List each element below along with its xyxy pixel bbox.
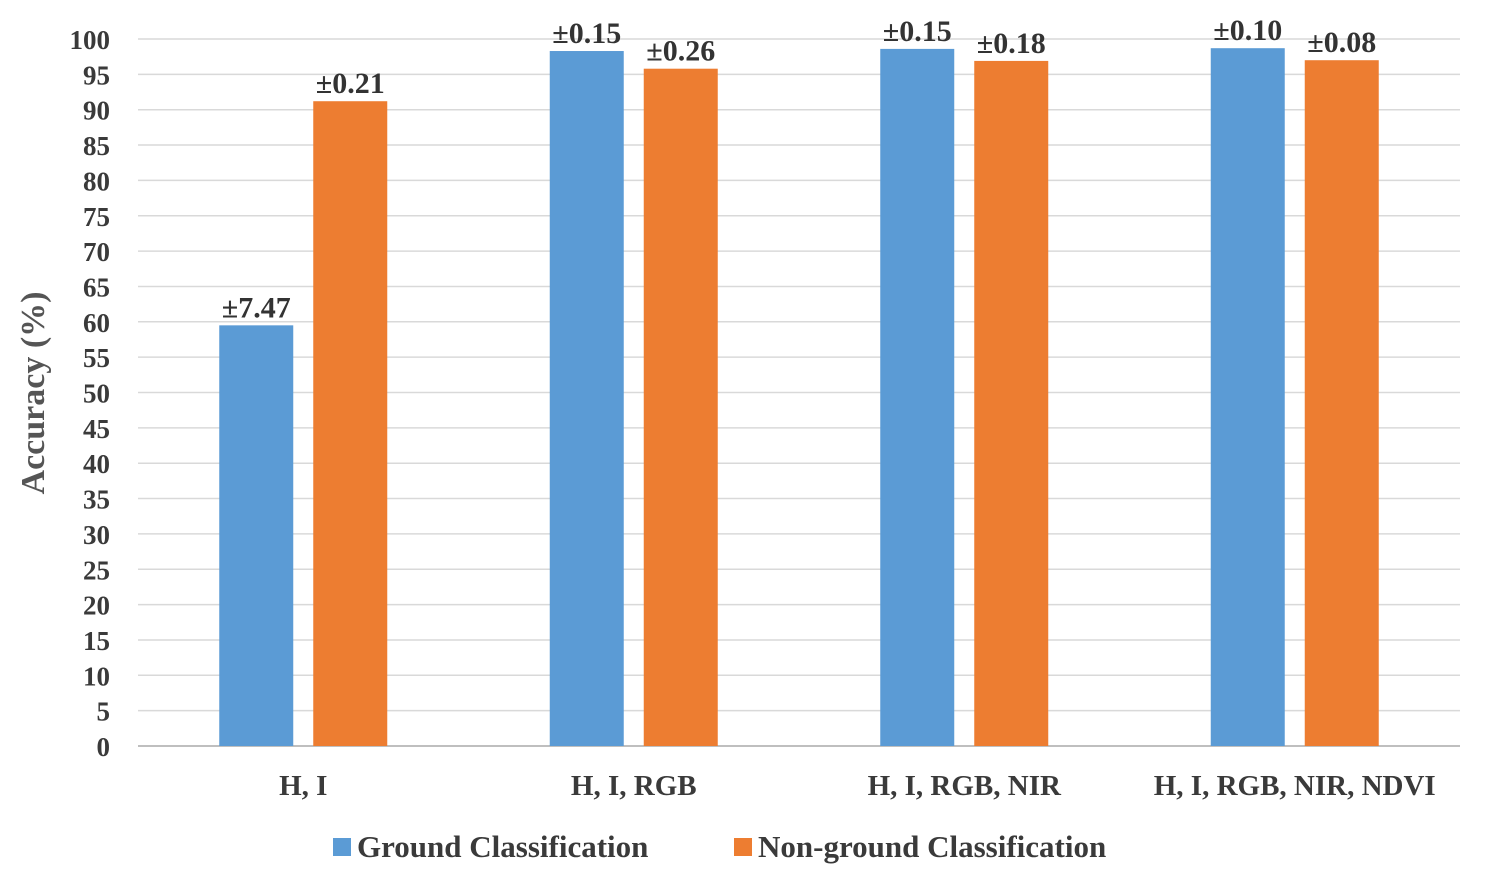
legend-label: Ground Classification [357, 829, 648, 864]
x-category-label: H, I, RGB, NIR [868, 770, 1062, 802]
error-label: ±0.08 [1307, 26, 1376, 59]
y-tick-label: 10 [83, 661, 110, 691]
legend-swatch [333, 838, 351, 856]
y-tick-label: 80 [83, 166, 110, 196]
error-label: ±7.47 [222, 291, 291, 324]
legend: Ground Classification Non-ground Classifi… [333, 829, 1106, 864]
bar-non-ground [313, 101, 388, 746]
y-tick-label: 50 [83, 379, 110, 409]
x-axis-categories: H, I H, I, RGB H, I, RGB, NIR H, I, RGB, NI… [279, 770, 1436, 802]
y-axis-ticks: 0 5 10 15 20 25 30 35 40 45 50 55 60 65 70 75 80 85 90 95 10… [70, 25, 111, 762]
y-tick-label: 25 [83, 555, 110, 585]
legend-label: Non-ground Classification [758, 829, 1106, 864]
x-category-label: H, I, RGB, NIR, NDVI [1154, 770, 1436, 802]
y-tick-label: 95 [83, 60, 110, 90]
y-tick-label: 70 [83, 237, 110, 267]
y-tick-label: 60 [83, 308, 110, 338]
x-category-label: H, I, RGB [571, 770, 697, 802]
y-tick-label: 5 [97, 697, 111, 727]
y-tick-label: 65 [83, 272, 110, 302]
bars [219, 48, 1379, 747]
x-category-label: H, I [279, 770, 327, 802]
bar-non-ground [974, 60, 1049, 747]
error-labels: ±7.47 ±0.21 ±0.15 ±0.26 ±0.15 ±0.18 ±0.10 ±0.08 [222, 14, 1376, 324]
error-label: ±0.18 [977, 27, 1046, 60]
error-label: ±0.26 [646, 35, 715, 68]
error-label: ±0.15 [883, 15, 952, 48]
y-tick-label: 55 [83, 343, 110, 373]
y-tick-label: 90 [83, 96, 110, 126]
y-tick-label: 75 [83, 202, 110, 232]
y-tick-label: 35 [83, 485, 110, 515]
y-axis-label: Accuracy (%) [15, 292, 52, 495]
bar-ground [1210, 48, 1285, 747]
y-tick-label: 85 [83, 131, 110, 161]
y-tick-label: 45 [83, 414, 110, 444]
y-tick-label: 30 [83, 520, 110, 550]
error-label: ±0.21 [316, 67, 385, 100]
bar-ground [880, 48, 955, 746]
y-tick-label: 40 [83, 449, 110, 479]
error-label: ±0.10 [1213, 14, 1282, 47]
bar-non-ground [1304, 60, 1379, 746]
y-tick-label: 20 [83, 591, 110, 621]
y-tick-label: 15 [83, 626, 110, 656]
y-tick-label: 0 [97, 732, 111, 762]
y-tick-label: 100 [70, 25, 111, 55]
legend-swatch [734, 838, 752, 856]
bar-ground [219, 325, 294, 746]
bar-non-ground [643, 68, 718, 747]
bar-ground [549, 51, 624, 747]
error-label: ±0.15 [552, 17, 621, 50]
